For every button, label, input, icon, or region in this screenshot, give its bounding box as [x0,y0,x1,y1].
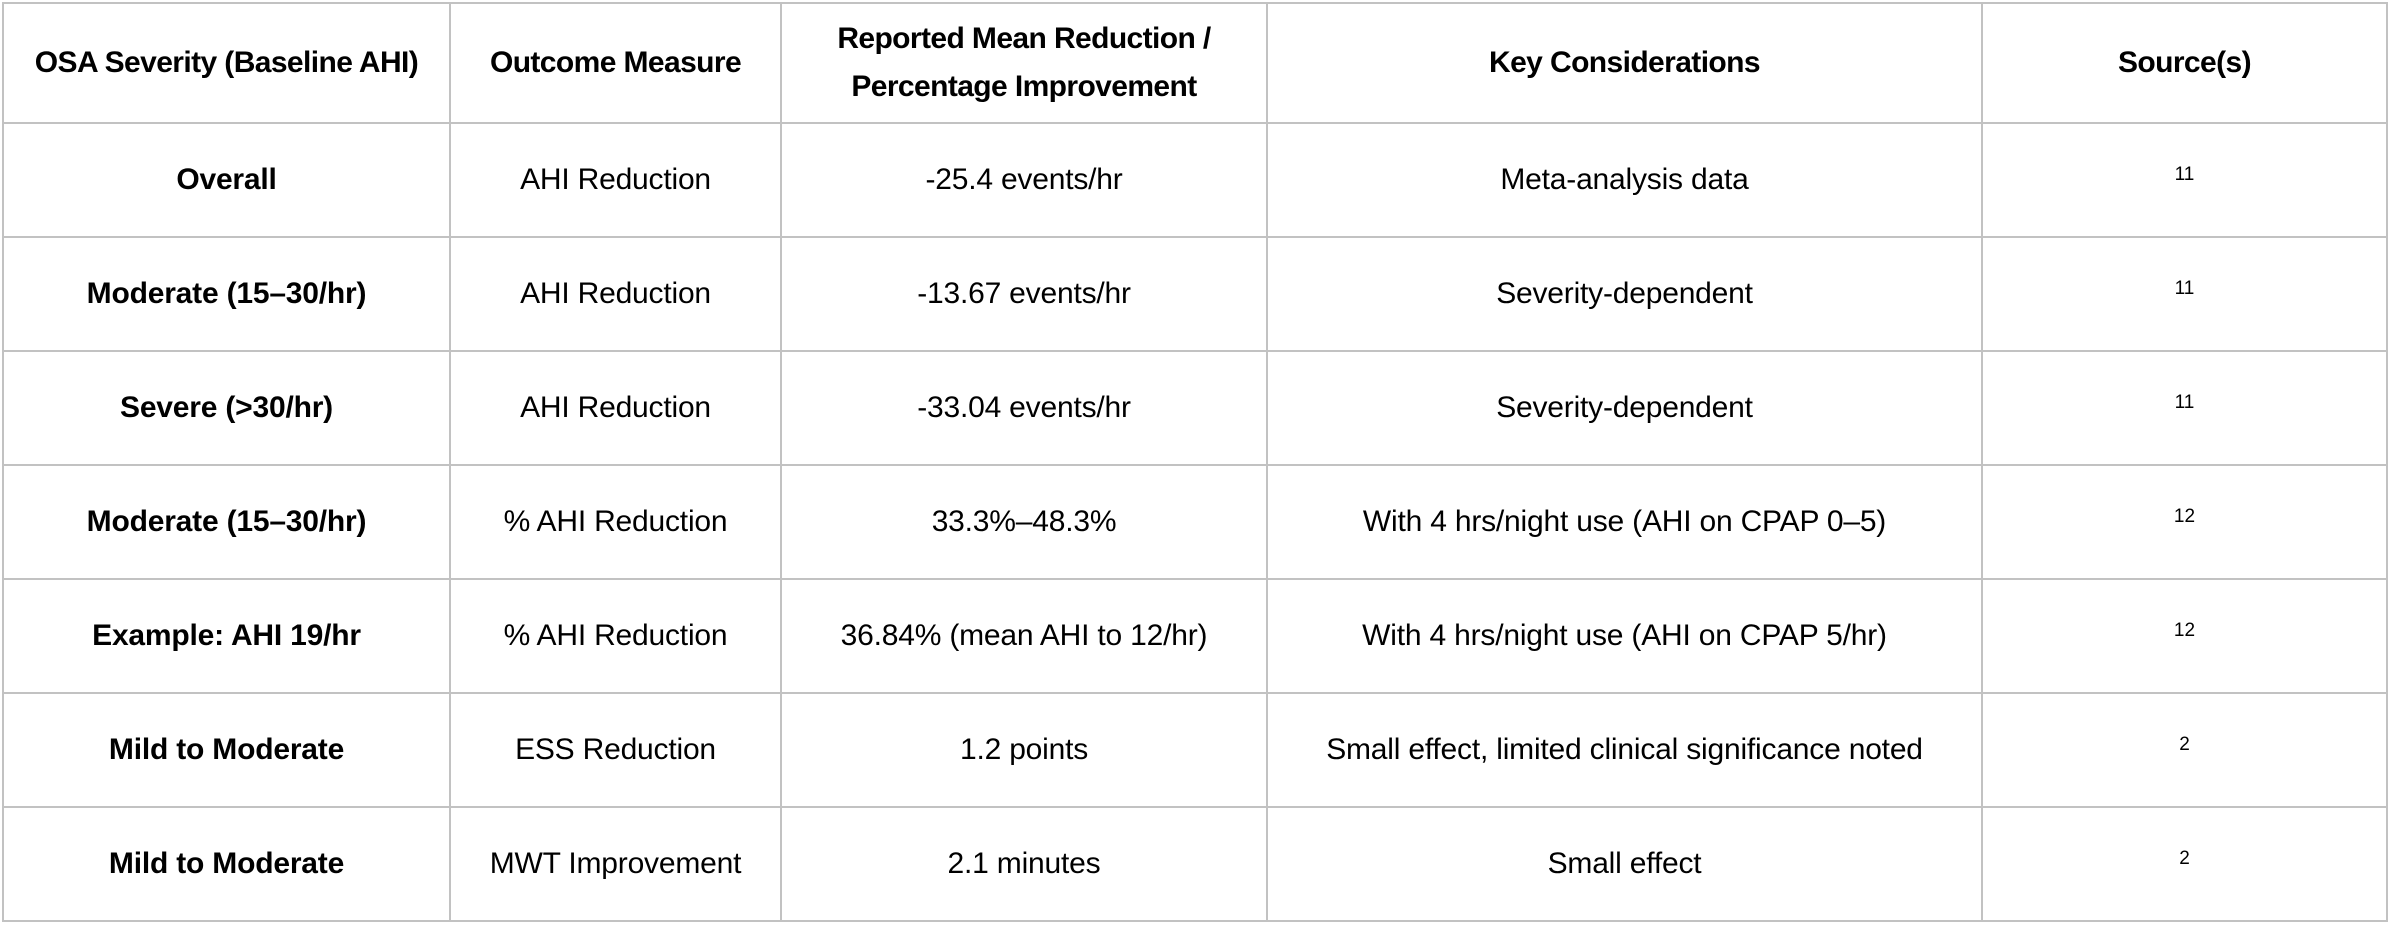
cell-value: -25.4 events/hr [780,122,1268,238]
cell-source: 12 [1981,578,2388,694]
cell-value: 33.3%–48.3% [780,464,1268,580]
cell-value: 36.84% (mean AHI to 12/hr) [780,578,1268,694]
cell-severity: Severe (>30/hr) [2,350,451,466]
cell-source: 11 [1981,122,2388,238]
header-cell-osa-severity: OSA Severity (Baseline AHI) [2,2,451,124]
cell-source: 11 [1981,350,2388,466]
cell-considerations: Meta-analysis data [1266,122,1983,238]
source-footnote-number: 2 [2179,848,2190,869]
cell-source: 12 [1981,464,2388,580]
cell-value: -13.67 events/hr [780,236,1268,352]
cell-value: 2.1 minutes [780,806,1268,922]
header-cell-outcome-measure: Outcome Measure [449,2,782,124]
cell-value: -33.04 events/hr [780,350,1268,466]
source-footnote-number: 12 [2173,620,2196,641]
cell-considerations: Severity-dependent [1266,350,1983,466]
cell-source: 2 [1981,806,2388,922]
table-row: Mild to Moderate MWT Improvement 2.1 min… [2,806,2388,922]
table-row: Severe (>30/hr) AHI Reduction -33.04 eve… [2,350,2388,466]
cell-outcome: AHI Reduction [449,350,782,466]
cell-outcome: MWT Improvement [449,806,782,922]
cell-considerations: Small effect [1266,806,1983,922]
source-footnote-number: 11 [2174,278,2195,299]
cell-outcome: % AHI Reduction [449,464,782,580]
cell-outcome: AHI Reduction [449,122,782,238]
source-footnote-number: 12 [2173,506,2196,527]
source-footnote-number: 11 [2174,392,2195,413]
source-footnote-number: 11 [2174,164,2195,185]
cell-value: 1.2 points [780,692,1268,808]
cell-severity: Mild to Moderate [2,692,451,808]
table-row: Overall AHI Reduction -25.4 events/hr Me… [2,122,2388,238]
cell-outcome: AHI Reduction [449,236,782,352]
table-body: Overall AHI Reduction -25.4 events/hr Me… [2,122,2388,922]
cell-considerations: Severity-dependent [1266,236,1983,352]
cell-considerations: Small effect, limited clinical significa… [1266,692,1983,808]
header-cell-sources: Source(s) [1981,2,2388,124]
cell-considerations: With 4 hrs/night use (AHI on CPAP 0–5) [1266,464,1983,580]
table-row: Mild to Moderate ESS Reduction 1.2 point… [2,692,2388,808]
table-header: OSA Severity (Baseline AHI) Outcome Meas… [2,2,2388,124]
header-cell-key-considerations: Key Considerations [1266,2,1983,124]
cell-severity: Moderate (15–30/hr) [2,236,451,352]
cell-severity: Moderate (15–30/hr) [2,464,451,580]
table-row: Moderate (15–30/hr) AHI Reduction -13.67… [2,236,2388,352]
table-row: Example: AHI 19/hr % AHI Reduction 36.84… [2,578,2388,694]
header-row: OSA Severity (Baseline AHI) Outcome Meas… [2,2,2388,124]
cell-source: 2 [1981,692,2388,808]
cell-source: 11 [1981,236,2388,352]
table-row: Moderate (15–30/hr) % AHI Reduction 33.3… [2,464,2388,580]
cell-considerations: With 4 hrs/night use (AHI on CPAP 5/hr) [1266,578,1983,694]
cell-severity: Example: AHI 19/hr [2,578,451,694]
cell-severity: Overall [2,122,451,238]
cell-outcome: % AHI Reduction [449,578,782,694]
cell-outcome: ESS Reduction [449,692,782,808]
source-footnote-number: 2 [2179,734,2190,755]
cell-severity: Mild to Moderate [2,806,451,922]
header-cell-reported-reduction: Reported Mean Reduction / Percentage Imp… [780,2,1268,124]
